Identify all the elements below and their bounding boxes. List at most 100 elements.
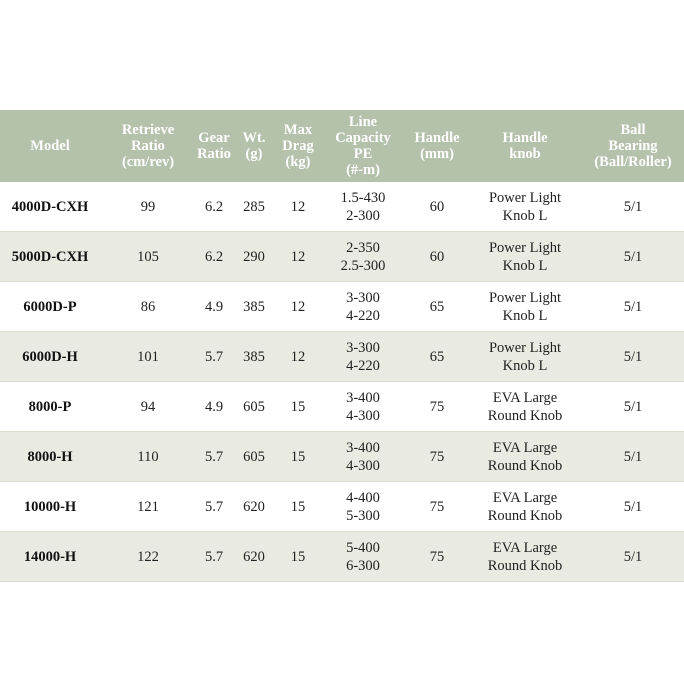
header-text: (#-m) (346, 162, 380, 178)
cell-wt: 385 (232, 281, 276, 332)
cell-line: Knob L (502, 257, 548, 274)
header-ball-bearing: Ball Bearing (Ball/Roller) (582, 110, 684, 182)
cell-line: 4-400 5-300 (320, 481, 406, 532)
header-max-drag: Max Drag (kg) (276, 110, 320, 182)
cell-line: Round Knob (487, 557, 563, 574)
cell-gear: 4.9 (196, 281, 232, 332)
cell-line: 4-300 (346, 457, 380, 474)
cell-line: Power Light (488, 189, 562, 206)
header-text: Gear (198, 130, 230, 146)
cell-drag: 15 (276, 481, 320, 532)
cell-line: Knob L (502, 207, 548, 224)
cell-line: 3-300 4-220 (320, 281, 406, 332)
cell-line: Power Light (488, 289, 562, 306)
cell-wt: 605 (232, 431, 276, 482)
cell-model: 4000D-CXH (0, 182, 100, 232)
cell-gear: 5.7 (196, 331, 232, 382)
cell-bearing: 5/1 (582, 481, 684, 532)
cell-knob: Power Light Knob L (468, 182, 582, 232)
cell-drag: 15 (276, 431, 320, 482)
header-retrieve-ratio: Retrieve Ratio (cm/rev) (100, 110, 196, 182)
cell-gear: 4.9 (196, 381, 232, 432)
table-row: 8000-H 110 5.7 605 15 3-400 4-300 75 EVA Large Ro… (0, 431, 684, 482)
cell-bearing: 5/1 (582, 431, 684, 482)
cell-wt: 385 (232, 331, 276, 382)
cell-line: 2.5-300 (340, 257, 386, 274)
cell-model: 8000-H (0, 431, 100, 482)
header-text: Capacity (335, 130, 391, 146)
cell-model: 5000D-CXH (0, 231, 100, 282)
cell-handle: 75 (406, 381, 468, 432)
cell-wt: 605 (232, 381, 276, 432)
header-text: Handle (502, 130, 548, 146)
cell-knob: EVA Large Round Knob (468, 531, 582, 582)
cell-line: Knob L (502, 307, 548, 324)
cell-line: 5-400 (346, 539, 380, 556)
header-text: Ball (620, 122, 646, 138)
cell-line: 6-300 (346, 557, 380, 574)
cell-line: 1.5-430 2-300 (320, 182, 406, 232)
cell-retrieve: 121 (100, 481, 196, 532)
cell-wt: 285 (232, 182, 276, 232)
header-weight: Wt. (g) (232, 110, 276, 182)
table-row: 6000D-P 86 4.9 385 12 3-300 4-220 65 Power Light… (0, 281, 684, 332)
header-line-capacity: Line Capacity PE (#-m) (320, 110, 406, 182)
cell-wt: 290 (232, 231, 276, 282)
header-model: Model (0, 110, 100, 182)
header-text: Model (30, 138, 70, 154)
header-text: Retrieve (121, 122, 175, 138)
cell-line: 3-400 (346, 439, 380, 456)
cell-line: 2-350 2.5-300 (320, 231, 406, 282)
cell-knob: Power Light Knob L (468, 231, 582, 282)
cell-line: 5-400 6-300 (320, 531, 406, 582)
cell-handle: 60 (406, 231, 468, 282)
cell-line: 2-300 (346, 207, 380, 224)
cell-handle: 75 (406, 431, 468, 482)
cell-retrieve: 86 (100, 281, 196, 332)
table-row: 6000D-H 101 5.7 385 12 3-300 4-220 65 Power Ligh… (0, 331, 684, 382)
cell-drag: 12 (276, 231, 320, 282)
cell-retrieve: 101 (100, 331, 196, 382)
cell-retrieve: 94 (100, 381, 196, 432)
cell-drag: 12 (276, 182, 320, 232)
spec-table: Model Retrieve Ratio (cm/rev) Gear Ratio Wt. (g… (0, 110, 684, 582)
cell-retrieve: 110 (100, 431, 196, 482)
cell-model: 8000-P (0, 381, 100, 432)
cell-drag: 15 (276, 531, 320, 582)
header-text: (cm/rev) (121, 154, 175, 170)
header-text: Max (283, 122, 313, 138)
cell-line: Round Knob (487, 507, 563, 524)
cell-line: Round Knob (487, 457, 563, 474)
table-row: 4000D-CXH 99 6.2 285 12 1.5-430 2-300 60 Power L… (0, 182, 684, 232)
cell-model: 14000-H (0, 531, 100, 582)
cell-line: 3-400 4-300 (320, 381, 406, 432)
header-text: (kg) (285, 154, 311, 170)
cell-line: EVA Large (492, 489, 558, 506)
cell-line: 3-300 4-220 (320, 331, 406, 382)
cell-line: EVA Large (492, 389, 558, 406)
header-row: Model Retrieve Ratio (cm/rev) Gear Ratio Wt. (g… (0, 110, 684, 182)
cell-bearing: 5/1 (582, 182, 684, 232)
cell-line: 5-300 (346, 507, 380, 524)
cell-bearing: 5/1 (582, 531, 684, 582)
cell-bearing: 5/1 (582, 281, 684, 332)
header-text: knob (509, 146, 541, 162)
header-text: Bearing (608, 138, 658, 154)
header-text: Wt. (242, 130, 266, 146)
table-row: 5000D-CXH 105 6.2 290 12 2-350 2.5-300 60 Power … (0, 231, 684, 282)
header-text: PE (353, 146, 373, 162)
cell-wt: 620 (232, 531, 276, 582)
header-handle-length: Handle (mm) (406, 110, 468, 182)
cell-line: Knob L (502, 357, 548, 374)
cell-drag: 12 (276, 281, 320, 332)
cell-line: 4-300 (346, 407, 380, 424)
cell-retrieve: 99 (100, 182, 196, 232)
cell-drag: 12 (276, 331, 320, 382)
cell-handle: 60 (406, 182, 468, 232)
cell-drag: 15 (276, 381, 320, 432)
cell-line: 3-400 (346, 389, 380, 406)
cell-gear: 6.2 (196, 182, 232, 232)
table-row: 14000-H 122 5.7 620 15 5-400 6-300 75 EVA Large R… (0, 531, 684, 582)
cell-gear: 6.2 (196, 231, 232, 282)
cell-line: Round Knob (487, 407, 563, 424)
